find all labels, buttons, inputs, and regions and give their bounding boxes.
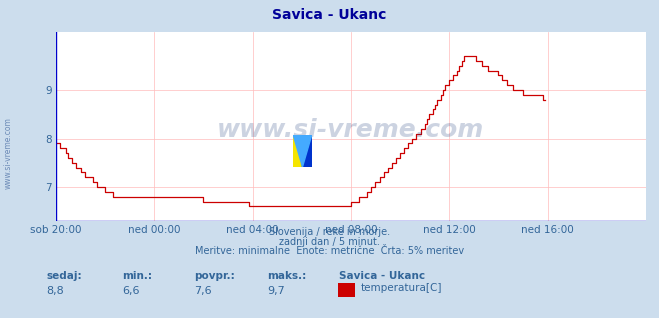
Text: maks.:: maks.:	[267, 272, 306, 281]
Text: temperatura[C]: temperatura[C]	[361, 283, 443, 293]
Text: Meritve: minimalne  Enote: metrične  Črta: 5% meritev: Meritve: minimalne Enote: metrične Črta:…	[195, 246, 464, 256]
Text: 8,8: 8,8	[46, 286, 64, 296]
Polygon shape	[302, 135, 312, 167]
Text: 6,6: 6,6	[122, 286, 140, 296]
Text: www.si-vreme.com: www.si-vreme.com	[217, 118, 484, 142]
Text: 9,7: 9,7	[267, 286, 285, 296]
Polygon shape	[293, 135, 302, 167]
Text: Savica - Ukanc: Savica - Ukanc	[272, 8, 387, 22]
Text: zadnji dan / 5 minut.: zadnji dan / 5 minut.	[279, 237, 380, 247]
Text: Savica - Ukanc: Savica - Ukanc	[339, 272, 426, 281]
Text: 7,6: 7,6	[194, 286, 212, 296]
Text: min.:: min.:	[122, 272, 152, 281]
Text: sedaj:: sedaj:	[46, 272, 82, 281]
Text: www.si-vreme.com: www.si-vreme.com	[3, 117, 13, 189]
Text: povpr.:: povpr.:	[194, 272, 235, 281]
Text: Slovenija / reke in morje.: Slovenija / reke in morje.	[269, 227, 390, 237]
Polygon shape	[293, 135, 312, 167]
